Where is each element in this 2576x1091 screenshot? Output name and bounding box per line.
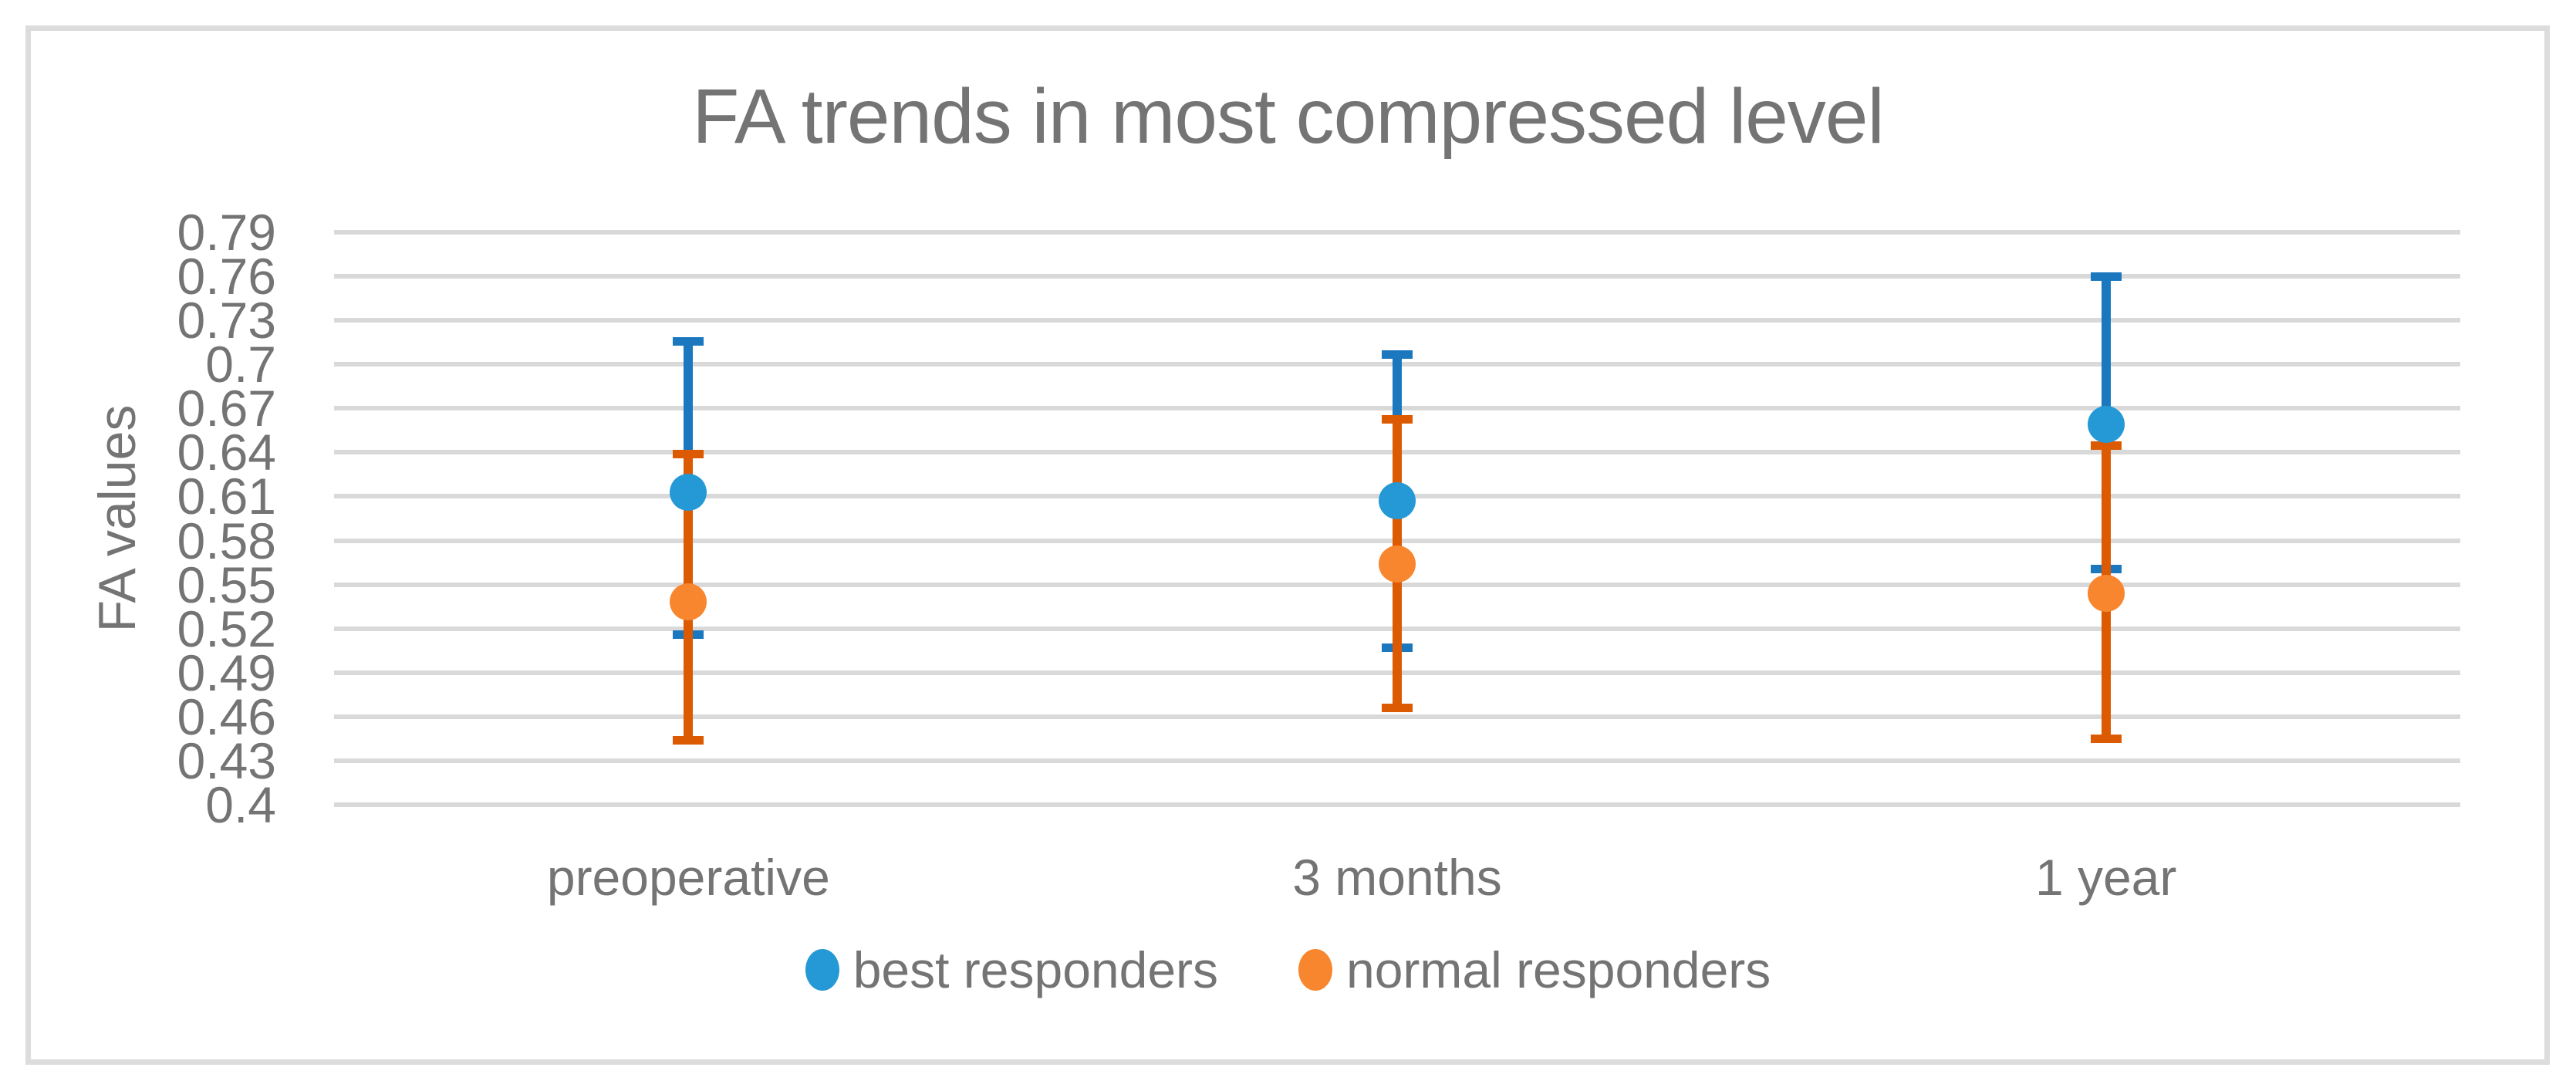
- data-point-normal-responders: [1379, 545, 1416, 583]
- data-point-normal-responders: [2087, 575, 2125, 613]
- y-tick-label: 0.4: [205, 776, 276, 833]
- data-point-best-responders: [670, 473, 707, 511]
- y-tick-label: 0.49: [177, 643, 276, 701]
- errorbar-cap-normal-responders: [2090, 441, 2122, 450]
- gridline: [334, 230, 2460, 235]
- legend-marker-icon: [805, 949, 839, 991]
- y-tick-label: 0.73: [177, 292, 276, 350]
- legend-label: best responders: [852, 941, 1218, 998]
- chart-border-frame: [25, 25, 2550, 1065]
- errorbar-cap-normal-responders: [1382, 414, 1413, 424]
- x-axis-label: 1 year: [2034, 849, 2177, 906]
- legend-marker-icon: [1298, 949, 1332, 991]
- legend-item: best responders: [805, 944, 1218, 995]
- data-point-normal-responders: [670, 583, 707, 621]
- data-point-best-responders: [2087, 406, 2125, 444]
- errorbar-cap-normal-responders: [673, 736, 704, 745]
- y-tick-label: 0.61: [177, 468, 276, 525]
- gridline: [334, 714, 2460, 719]
- chart-title: FA trends in most compressed level: [692, 73, 1884, 160]
- y-tick-label: 0.7: [205, 336, 276, 394]
- errorbar-cap-normal-responders: [1382, 704, 1413, 713]
- x-axis-label: 3 months: [1292, 849, 1502, 906]
- y-tick-label: 0.67: [177, 380, 276, 437]
- errorbar-cap-best-responders: [2090, 272, 2122, 282]
- gridline: [334, 802, 2460, 807]
- gridline: [334, 274, 2460, 279]
- y-tick-label: 0.52: [177, 600, 276, 657]
- errorbar-cap-best-responders: [673, 336, 704, 346]
- y-tick-label: 0.43: [177, 731, 276, 789]
- errorbar-cap-normal-responders: [673, 450, 704, 459]
- data-point-best-responders: [1379, 482, 1416, 520]
- y-tick-label: 0.58: [177, 512, 276, 569]
- errorbar-cap-normal-responders: [2090, 735, 2122, 744]
- legend-label: normal responders: [1346, 941, 1771, 998]
- y-tick-label: 0.64: [177, 424, 276, 481]
- y-tick-label: 0.76: [177, 248, 276, 306]
- legend: best responders normal responders: [0, 944, 2576, 995]
- gridline: [334, 758, 2460, 763]
- legend-item: normal responders: [1298, 944, 1771, 995]
- errorbar-cap-best-responders: [1382, 350, 1413, 359]
- y-tick-label: 0.46: [177, 687, 276, 745]
- y-tick-label: 0.79: [177, 204, 276, 261]
- gridline: [334, 318, 2460, 323]
- x-axis-label: preoperative: [546, 849, 830, 906]
- y-tick-label: 0.55: [177, 556, 276, 613]
